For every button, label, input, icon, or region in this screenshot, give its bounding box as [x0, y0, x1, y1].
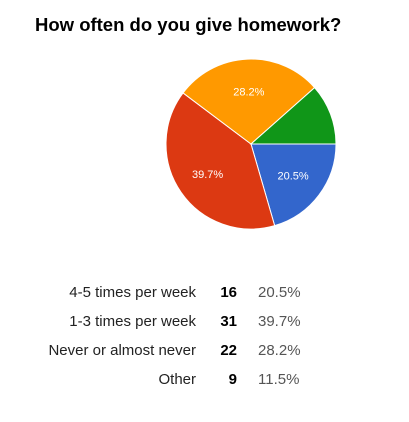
summary-count: 22	[220, 342, 237, 359]
summary-percent: 28.2%	[258, 342, 301, 359]
pie-chart: 20.5% 39.7% 28.2%	[165, 58, 337, 230]
pie-slice-3	[249, 86, 337, 145]
pie-slice-0	[250, 143, 337, 227]
pie-slice-2	[182, 58, 316, 145]
chart-title: How often do you give homework?	[35, 14, 342, 35]
summary-percent: 11.5%	[258, 371, 300, 388]
summary-row: Never or almost never 22 28.2%	[0, 342, 409, 368]
slice-label-2: 28.2%	[233, 86, 264, 98]
summary-percent: 39.7%	[258, 313, 301, 330]
summary-label: Other	[158, 371, 196, 388]
summary-row: 1-3 times per week 31 39.7%	[0, 313, 409, 339]
summary-label: 1-3 times per week	[69, 313, 196, 330]
summary-count: 9	[228, 371, 237, 388]
summary-label: Never or almost never	[48, 342, 196, 359]
summary-percent: 20.5%	[258, 284, 301, 301]
pie-slice-1	[165, 92, 276, 230]
summary-count: 16	[220, 284, 237, 301]
summary-row: Other 9 11.5%	[0, 371, 409, 397]
summary-label: 4-5 times per week	[69, 284, 196, 301]
slice-label-1: 39.7%	[192, 169, 223, 181]
summary-count: 31	[220, 313, 237, 330]
summary-row: 4-5 times per week 16 20.5%	[0, 284, 409, 310]
slice-label-0: 20.5%	[278, 171, 309, 183]
